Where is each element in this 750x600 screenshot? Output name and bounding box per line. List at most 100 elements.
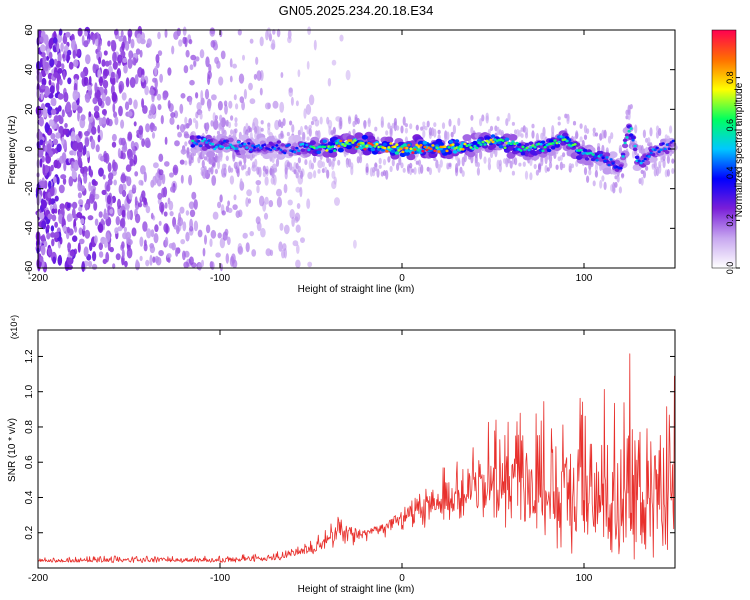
spectrogram-ridge-cell [443,145,447,148]
spectrogram-halo-cell [313,170,317,179]
spectrogram-y-tick-label: -60 [24,260,35,275]
spectrogram-halo-cell [243,163,247,170]
spectrogram-ridge-cell [604,152,611,158]
spectrogram-ridge-cell [479,143,483,146]
spectrogram-noise-cell [239,178,243,189]
spectrogram-noise-cell [51,214,57,222]
spectrogram-halo-cell [223,129,227,137]
spectrogram-noise-cell [86,150,90,158]
spectrogram-noise-cell [210,261,215,270]
spectrogram-noise-cell [85,54,91,65]
spectrogram-noise-cell [73,59,79,68]
spectrogram-halo-cell [583,167,588,176]
spectrogram-noise-cell [125,164,132,172]
spectrogram-noise-cell [48,180,52,190]
spectrogram-halo-cell [627,109,631,116]
spectrogram-noise-cell [117,198,121,210]
spectrogram-noise-cell [227,207,233,213]
spectrogram-halo-cell [243,154,247,165]
spectrogram-ridge-cell [641,159,645,163]
spectrogram-noise-cell [62,70,66,81]
spectrogram-noise-cell [276,188,282,197]
spectrogram-ridge-cell [213,147,217,151]
spectrogram-halo-cell [417,159,422,167]
spectrogram-halo-cell [219,121,223,130]
spectrogram-noise-cell [195,92,199,99]
spectrogram-noise-cell [197,262,202,271]
spectrogram-halo-cell [184,116,188,125]
spectrogram-noise-cell [283,224,290,235]
spectrogram-ridge-cell [358,146,364,150]
spectrogram-halo-cell [332,126,336,135]
spectrogram-noise-cell [78,131,82,137]
spectrogram-ridge-cell [508,134,518,141]
spectrogram-noise-cell [159,201,165,213]
spectrogram-noise-cell [195,56,200,62]
spectrogram-noise-cell [121,209,126,218]
spectrogram-noise-cell [40,90,44,101]
spectrogram-ridge-cell [484,136,490,141]
spectrogram-noise-cell [50,225,55,232]
spectrogram-noise-cell [127,28,133,38]
spectrogram-ridge-cell [437,150,441,153]
spectrogram-noise-cell [167,257,171,263]
snr-x-axis-label: Height of straight line (km) [298,584,415,595]
spectrogram-noise-cell [63,45,69,52]
spectrogram-noise-cell [52,256,57,264]
spectrogram-noise-cell [143,243,148,252]
spectrogram-noise-cell [279,101,285,113]
spectrogram-halo-cell [662,158,666,169]
spectrogram-ridge-cell [483,143,487,146]
spectrogram-noise-cell [42,163,46,175]
spectrogram-noise-cell [77,27,83,37]
spectrogram-noise-cell [98,251,104,258]
spectrogram-ridge-cell [276,140,282,144]
spectrogram-noise-cell [98,242,104,251]
spectrogram-noise-cell [295,186,301,193]
spectrogram-noise-cell [50,97,57,107]
spectrogram-noise-cell [93,111,100,119]
spectrogram-noise-cell [295,224,301,233]
chart-title: GN05.2025.234.20.18.E34 [279,3,434,18]
spectrogram-noise-cell [127,131,133,141]
spectrogram-noise-cell [157,104,162,111]
spectrogram-ridge-cell [648,155,658,163]
spectrogram-ridge-cell [301,142,305,146]
spectrogram-noise-cell [112,61,118,70]
spectrogram-ridge-cell [355,145,359,149]
spectrogram-noise-cell [60,42,64,52]
spectrogram-ridge-cell [624,133,630,137]
snr-plot-area [38,330,675,568]
snr-marks [37,353,676,564]
spectrogram-noise-cell [108,60,112,66]
spectrogram-noise-cell [283,183,288,194]
spectrogram-noise-cell [101,59,106,67]
spectrogram-ridge-cell [579,148,583,152]
spectrogram-ridge-cell [602,167,612,175]
spectrogram-ridge-cell [328,149,334,154]
spectrogram-noise-cell [134,171,139,177]
spectrogram-noise-cell [115,216,121,226]
spectrogram-halo-cell [271,168,275,179]
spectrogram-ridge-cell [452,150,458,154]
spectrogram-ridge-cell [401,150,405,154]
spectrogram-halo-cell [400,162,404,169]
spectrogram-ridge-cell [251,144,255,147]
spectrogram-ridge-cell [655,146,659,150]
spectrogram-halo-cell [216,130,221,135]
spectrogram-halo-cell [214,115,218,120]
spectrogram-noise-cell [133,99,138,110]
spectrogram-noise-cell [179,123,186,133]
spectrogram-noise-cell [70,131,76,142]
spectrogram-noise-cell [80,114,86,121]
spectrogram-halo-cell [441,122,446,130]
spectrogram-noise-cell [111,91,118,102]
spectrogram-noise-cell [50,164,54,172]
spectrogram-noise-cell [39,139,44,146]
spectrogram-noise-cell [311,116,318,122]
spectrogram-halo-cell [546,167,550,172]
spectrogram-ridge-cell [211,142,215,146]
spectrogram-noise-cell [84,229,91,239]
spectrogram-noise-cell [51,208,56,214]
spectrogram-noise-cell [94,82,98,93]
